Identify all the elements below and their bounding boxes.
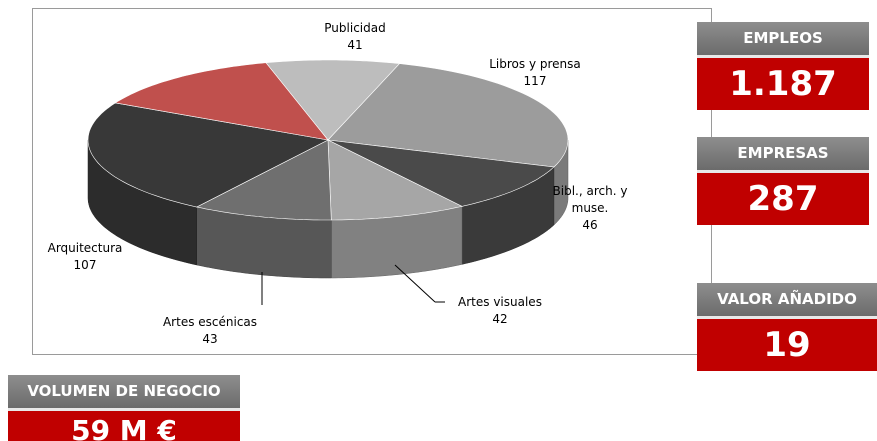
- leader-line: [394, 264, 436, 303]
- slice-label: Bibl., arch. y muse. 46: [540, 183, 640, 234]
- label-value: 107: [73, 258, 97, 272]
- slice-label: Arquitectura 107: [30, 240, 140, 274]
- kpi-card: EMPRESAS 287: [697, 137, 869, 225]
- slice: [327, 63, 569, 168]
- kpi-label: VALOR AÑADIDO: [697, 283, 877, 316]
- slice: [265, 59, 401, 141]
- kpi-card: VALOR AÑADIDO 19: [697, 283, 877, 371]
- kpi-label: VOLUMEN DE NEGOCIO: [8, 375, 240, 408]
- kpi-value: 19: [697, 316, 877, 371]
- kpi-card: EMPLEOS 1.187: [697, 22, 869, 110]
- slice: [195, 139, 332, 221]
- kpi-card: VOLUMEN DE NEGOCIO 59 M €: [8, 375, 240, 441]
- slice-label: Artes visuales 42: [440, 294, 560, 328]
- label-name: Bibl., arch. y muse.: [552, 184, 628, 215]
- slice: [327, 139, 463, 221]
- label-name: Arquitectura: [47, 241, 123, 255]
- label-name: Artes escénicas: [162, 315, 258, 329]
- slice-label: Publicidad 41: [300, 20, 410, 54]
- kpi-value: 59 M €: [8, 408, 240, 441]
- label-name: Artes visuales: [458, 295, 542, 309]
- kpi-label: EMPRESAS: [697, 137, 869, 170]
- label-name: Libros y prensa: [489, 57, 581, 71]
- slice-label: Artes escénicas 43: [140, 314, 280, 348]
- label-value: 117: [523, 74, 547, 88]
- label-value: 42: [492, 312, 508, 326]
- label-value: 46: [582, 218, 598, 232]
- slice: [327, 139, 555, 207]
- label-value: 43: [202, 332, 218, 346]
- kpi-value: 287: [697, 170, 869, 225]
- kpi-value: 1.187: [697, 55, 869, 110]
- slice-label: Libros y prensa 117: [470, 56, 600, 90]
- label-value: 41: [347, 38, 363, 52]
- slice: [114, 62, 329, 141]
- slice: [87, 102, 329, 208]
- kpi-label: EMPLEOS: [697, 22, 869, 55]
- label-name: Publicidad: [324, 21, 386, 35]
